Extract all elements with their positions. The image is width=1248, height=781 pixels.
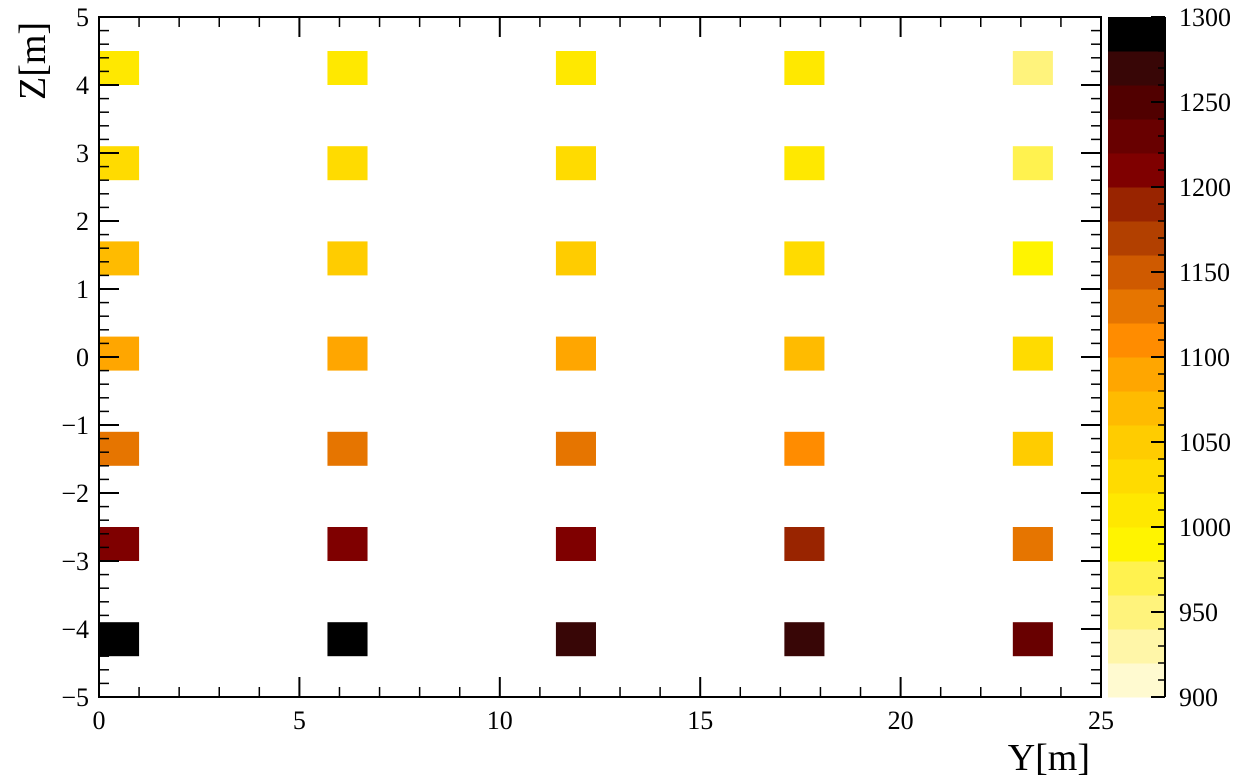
x-tick-label: 10 bbox=[487, 706, 513, 735]
x-tick-label: 15 bbox=[687, 706, 713, 735]
colorbar-segment bbox=[1108, 119, 1165, 154]
x-axis-title: Y[m] bbox=[1008, 737, 1090, 779]
x-axis: 0 5 10 15 20 25 bbox=[93, 17, 1114, 735]
heatmap-cell bbox=[1012, 336, 1053, 371]
y-tick-label: 1 bbox=[76, 275, 89, 304]
heatmap-cell bbox=[99, 527, 140, 561]
heatmap-cell bbox=[555, 527, 596, 561]
colorbar-segment bbox=[1108, 51, 1165, 86]
heatmap-cell bbox=[555, 622, 596, 657]
colorbar-segment bbox=[1108, 527, 1165, 562]
colorbar: 900 950 1000 1050 1100 1150 1200 1250 1300 bbox=[1108, 3, 1231, 712]
heatmap-cell bbox=[555, 241, 596, 276]
colorbar-tick-label: 1300 bbox=[1179, 3, 1231, 32]
heatmap-cell bbox=[555, 336, 596, 371]
colorbar-segment bbox=[1108, 357, 1165, 392]
colorbar-segment bbox=[1108, 629, 1165, 664]
heatmap-cell bbox=[327, 336, 368, 371]
heatmap-cell bbox=[1012, 241, 1053, 276]
heatmap-cell bbox=[784, 431, 825, 466]
heatmap-cell bbox=[99, 336, 140, 371]
heatmap-cell bbox=[555, 146, 596, 181]
plot-frame bbox=[98, 16, 1102, 698]
x-tick-label: 5 bbox=[293, 706, 306, 735]
colorbar-tick-label: 1200 bbox=[1179, 173, 1231, 202]
colorbar-segment bbox=[1108, 459, 1165, 494]
colorbar-tick-label: 1250 bbox=[1179, 88, 1231, 117]
heatmap-cell bbox=[327, 527, 368, 561]
y-tick-label: −2 bbox=[61, 479, 89, 508]
colorbar-segment bbox=[1108, 561, 1165, 596]
heatmap-cell bbox=[784, 527, 825, 561]
y-tick-label: −4 bbox=[61, 615, 89, 644]
y-axis-title: Z[m] bbox=[12, 22, 54, 100]
heatmap-cell bbox=[784, 146, 825, 181]
colorbar-tick-label: 1100 bbox=[1179, 343, 1230, 372]
y-tick-label: 0 bbox=[76, 343, 89, 372]
x-tick-label: 20 bbox=[888, 706, 914, 735]
heatmap-cell bbox=[99, 431, 140, 466]
heatmap-cell bbox=[327, 431, 368, 466]
heatmap-cell bbox=[99, 51, 140, 85]
heatmap-cell bbox=[784, 336, 825, 371]
heatmap-cell bbox=[327, 51, 368, 85]
heatmap-cell bbox=[327, 146, 368, 181]
colorbar-segment bbox=[1108, 323, 1165, 358]
y-tick-label: 5 bbox=[76, 3, 89, 32]
colorbar-segment bbox=[1108, 663, 1165, 698]
heatmap-cell bbox=[99, 146, 140, 181]
heatmap-cell bbox=[784, 241, 825, 276]
colorbar-segment bbox=[1108, 187, 1165, 222]
y-tick-label: 3 bbox=[76, 139, 89, 168]
y-axis: −5 −4 −3 −2 −1 0 1 2 3 4 5 bbox=[61, 3, 1101, 712]
heatmap-cell bbox=[1012, 51, 1053, 85]
colorbar-segment bbox=[1108, 153, 1165, 188]
heatmap-cell bbox=[555, 51, 596, 85]
colorbar-tick-label: 1150 bbox=[1179, 258, 1230, 287]
heatmap-cell bbox=[327, 622, 368, 657]
heatmap-cell bbox=[555, 431, 596, 466]
x-tick-label: 25 bbox=[1088, 706, 1114, 735]
heatmap-cell bbox=[1012, 431, 1053, 466]
colorbar-segment bbox=[1108, 289, 1165, 324]
heatmap-cell bbox=[1012, 622, 1053, 657]
colorbar-tick-label: 900 bbox=[1179, 683, 1218, 712]
y-tick-label: 2 bbox=[76, 207, 89, 236]
heatmap-cell bbox=[784, 51, 825, 85]
heatmap-cell bbox=[784, 622, 825, 657]
y-tick-label: −1 bbox=[61, 411, 89, 440]
colorbar-segment bbox=[1108, 17, 1165, 52]
colorbar-segment bbox=[1108, 221, 1165, 256]
heatmap-cell bbox=[1012, 146, 1053, 181]
colorbar-tick-label: 1050 bbox=[1179, 428, 1231, 457]
heatmap-cell bbox=[99, 622, 140, 657]
heatmap-cells bbox=[99, 51, 1053, 657]
y-tick-label: −3 bbox=[61, 547, 89, 576]
heatmap-cell bbox=[1012, 527, 1053, 561]
heatmap-cell bbox=[327, 241, 368, 276]
colorbar-segment bbox=[1108, 391, 1165, 426]
heatmap-cell bbox=[99, 241, 140, 276]
y-tick-label: 4 bbox=[76, 71, 89, 100]
colorbar-segment bbox=[1108, 493, 1165, 528]
x-tick-label: 0 bbox=[93, 706, 106, 735]
colorbar-tick-label: 950 bbox=[1179, 598, 1218, 627]
y-tick-label: −5 bbox=[61, 683, 89, 712]
colorbar-tick-label: 1000 bbox=[1179, 513, 1231, 542]
